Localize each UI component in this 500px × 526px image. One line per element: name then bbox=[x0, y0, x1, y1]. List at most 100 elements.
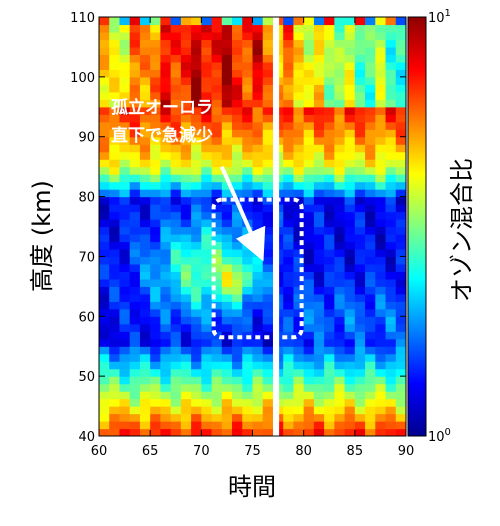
heatmap-cell bbox=[262, 256, 274, 265]
heatmap-cell bbox=[395, 24, 406, 33]
heatmap-cell bbox=[201, 428, 213, 436]
heatmap-cell bbox=[283, 301, 295, 310]
heatmap-cell bbox=[211, 204, 223, 213]
heatmap-cell bbox=[283, 17, 295, 26]
heatmap-cell bbox=[324, 406, 335, 415]
heatmap-cell bbox=[324, 286, 335, 295]
heatmap-cell bbox=[303, 376, 315, 385]
heatmap-cell bbox=[99, 271, 110, 280]
heatmap-cell bbox=[232, 248, 243, 258]
heatmap-cell bbox=[119, 61, 131, 70]
heatmap-cell bbox=[170, 256, 182, 265]
heatmap-cell bbox=[160, 151, 172, 160]
heatmap-cell bbox=[170, 17, 182, 26]
heatmap-cell bbox=[283, 428, 295, 436]
heatmap-cell bbox=[170, 413, 182, 422]
heatmap-cell bbox=[109, 406, 121, 415]
heatmap-cell bbox=[334, 76, 346, 85]
heatmap-cell bbox=[252, 211, 264, 220]
heatmap-cell bbox=[99, 406, 110, 415]
heatmap-cell bbox=[324, 69, 335, 78]
heatmap-cell bbox=[119, 398, 131, 407]
heatmap-cell bbox=[180, 383, 192, 392]
heatmap-cell bbox=[201, 106, 213, 115]
heatmap-cell bbox=[109, 376, 121, 385]
heatmap-cell bbox=[160, 219, 172, 228]
heatmap-cell bbox=[119, 17, 131, 26]
heatmap-cell bbox=[293, 286, 305, 295]
heatmap-cell bbox=[324, 256, 335, 265]
heatmap-cell bbox=[180, 241, 192, 250]
heatmap-cell bbox=[211, 241, 223, 250]
heatmap-cell bbox=[191, 189, 202, 198]
heatmap-cell bbox=[99, 233, 110, 243]
heatmap-cell bbox=[395, 69, 406, 78]
heatmap-cell bbox=[344, 278, 356, 287]
svg-text:100: 100 bbox=[428, 427, 451, 445]
heatmap-cell bbox=[303, 226, 315, 235]
heatmap-cell bbox=[129, 421, 141, 430]
heatmap-cell bbox=[119, 166, 131, 175]
heatmap-cell bbox=[109, 368, 121, 377]
colorbar-tick-bottom-base: 10 bbox=[428, 430, 445, 445]
heatmap-cell bbox=[191, 391, 202, 400]
heatmap-cell bbox=[375, 368, 387, 377]
colorbar-tick-top: 101 bbox=[420, 8, 451, 26]
heatmap-cell bbox=[119, 316, 131, 325]
heatmap-cell bbox=[150, 39, 161, 48]
heatmap-cell bbox=[99, 331, 110, 340]
heatmap-cell bbox=[324, 144, 335, 153]
heatmap-cell bbox=[395, 361, 406, 370]
heatmap-cell bbox=[252, 368, 264, 377]
heatmap-cell bbox=[395, 391, 406, 400]
heatmap-cell bbox=[221, 413, 233, 422]
heatmap-cell bbox=[180, 226, 192, 235]
heatmap-cell bbox=[324, 204, 335, 213]
heatmap-cell bbox=[252, 76, 264, 85]
heatmap-cell bbox=[211, 301, 223, 310]
heatmap-cell bbox=[180, 301, 192, 310]
heatmap-cell bbox=[334, 121, 346, 130]
heatmap-cell bbox=[283, 361, 295, 370]
heatmap-cell bbox=[293, 181, 305, 190]
heatmap-cell bbox=[211, 144, 223, 153]
heatmap-cell bbox=[170, 106, 182, 115]
heatmap-cell bbox=[139, 84, 151, 93]
heatmap-cell bbox=[344, 308, 356, 317]
heatmap-cell bbox=[395, 211, 406, 220]
heatmap-cell bbox=[303, 406, 315, 415]
heatmap-cell bbox=[334, 189, 346, 198]
heatmap-cell bbox=[201, 338, 213, 347]
heatmap-cell bbox=[385, 166, 397, 175]
heatmap-cell bbox=[232, 241, 243, 250]
heatmap-cell bbox=[324, 166, 335, 175]
heatmap-cell bbox=[221, 346, 233, 355]
heatmap-cell bbox=[170, 166, 182, 175]
heatmap-cell bbox=[375, 278, 387, 287]
heatmap-cell bbox=[99, 278, 110, 287]
heatmap-cell bbox=[201, 181, 213, 190]
y-tick-label: 40 bbox=[78, 430, 95, 445]
heatmap-cell bbox=[180, 256, 192, 265]
heatmap-cell bbox=[344, 398, 356, 407]
heatmap-cell bbox=[221, 136, 233, 145]
heatmap-cell bbox=[170, 151, 182, 160]
heatmap-cell bbox=[283, 293, 295, 302]
heatmap-cell bbox=[119, 241, 131, 250]
heatmap-cell bbox=[303, 316, 315, 325]
heatmap-cell bbox=[334, 338, 346, 347]
heatmap-cell bbox=[293, 368, 305, 377]
heatmap-cell bbox=[119, 226, 131, 235]
heatmap-cell bbox=[232, 406, 243, 415]
heatmap-cell bbox=[99, 248, 110, 258]
heatmap-cell bbox=[395, 256, 406, 265]
heatmap-cell bbox=[139, 293, 151, 302]
heatmap-cell bbox=[242, 413, 254, 422]
heatmap-cell bbox=[283, 106, 295, 115]
heatmap-cell bbox=[201, 421, 213, 430]
heatmap-cell bbox=[283, 346, 295, 355]
heatmap-cell bbox=[354, 31, 366, 41]
heatmap-cell bbox=[99, 76, 110, 85]
heatmap-cell bbox=[375, 121, 387, 130]
heatmap-cell bbox=[150, 233, 161, 243]
